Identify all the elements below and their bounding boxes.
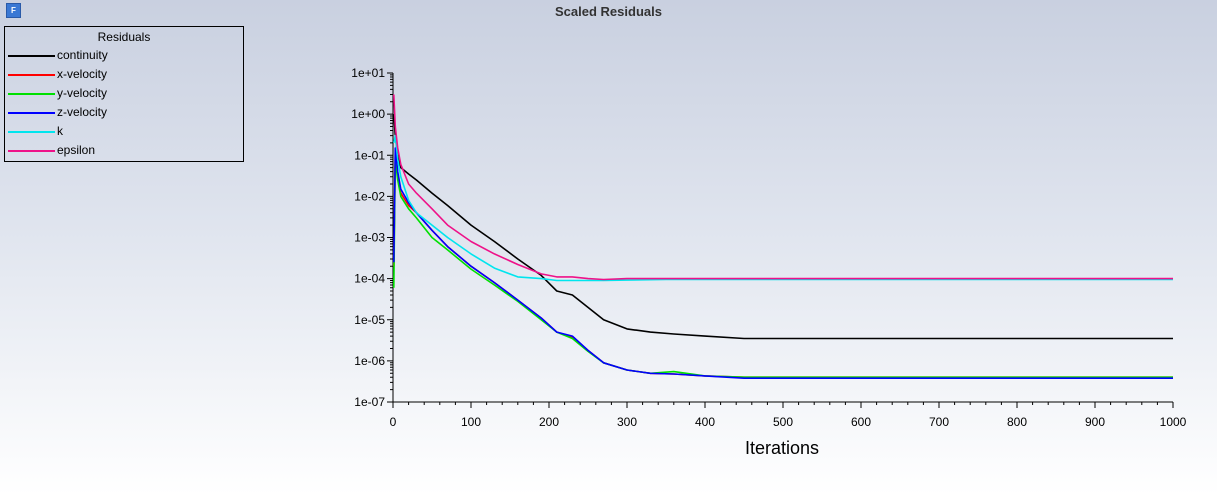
legend-title: Residuals	[97, 30, 151, 44]
legend-item-y-velocity: y-velocity	[5, 84, 243, 103]
legend-item-x-velocity: x-velocity	[5, 65, 243, 84]
series-line-x-velocity	[393, 154, 1173, 379]
legend-item-z-velocity: z-velocity	[5, 103, 243, 122]
legend-item-continuity: continuity	[5, 46, 243, 65]
legend-label: continuity	[57, 48, 108, 62]
series-line-z-velocity	[393, 147, 1173, 380]
legend: Residuals continuity x-velocity y-veloci…	[4, 26, 244, 162]
series-line-continuity	[393, 114, 1173, 340]
legend-label: k	[57, 124, 63, 138]
y-tick-label: 1e-07	[354, 395, 385, 409]
legend-label: epsilon	[57, 143, 96, 157]
x-tick-label: 500	[773, 415, 793, 429]
y-tick-label: 1e-01	[354, 148, 385, 162]
x-tick-label: 400	[695, 415, 715, 429]
series-line-k	[393, 134, 1173, 282]
x-tick-label: 800	[1007, 415, 1027, 429]
series-line-epsilon	[393, 94, 1173, 281]
legend-label: z-velocity	[57, 105, 108, 119]
x-tick-label: 200	[539, 415, 559, 429]
legend-swatch	[8, 93, 55, 95]
y-tick-label: 1e-02	[354, 189, 385, 203]
y-tick-label: 1e-05	[354, 313, 385, 327]
legend-swatch	[8, 150, 55, 152]
y-tick-label: 1e-04	[354, 272, 385, 286]
x-tick-label: 100	[461, 415, 481, 429]
axes: 1e+01 1e+00 1e-01 1e-02 1e-03 1e-04 1e-05 1e-06…	[351, 66, 1186, 429]
x-tick-label: 600	[851, 415, 871, 429]
x-tick-label: 900	[1085, 415, 1105, 429]
chart-title: Scaled Residuals	[555, 4, 662, 19]
y-tick-label: 1e+01	[351, 66, 385, 80]
y-tick-label: 1e+00	[351, 107, 385, 121]
legend-label: x-velocity	[57, 67, 108, 81]
legend-swatch	[8, 55, 55, 57]
legend-swatch	[8, 112, 55, 114]
x-axis-label: Iterations	[745, 438, 819, 458]
legend-label: y-velocity	[57, 86, 108, 100]
y-tick-label: 1e-03	[354, 231, 385, 245]
x-tick-label: 700	[929, 415, 949, 429]
x-tick-label: 300	[617, 415, 637, 429]
legend-item-epsilon: epsilon	[5, 141, 243, 160]
legend-swatch	[8, 131, 55, 133]
x-tick-label: 0	[390, 415, 397, 429]
series-line-y-velocity	[393, 158, 1173, 379]
legend-swatch	[8, 74, 55, 76]
legend-item-k: k	[5, 122, 243, 141]
y-tick-label: 1e-06	[354, 354, 385, 368]
x-tick-label: 1000	[1160, 415, 1187, 429]
series-lines	[393, 94, 1173, 380]
app-icon: F	[6, 3, 21, 18]
